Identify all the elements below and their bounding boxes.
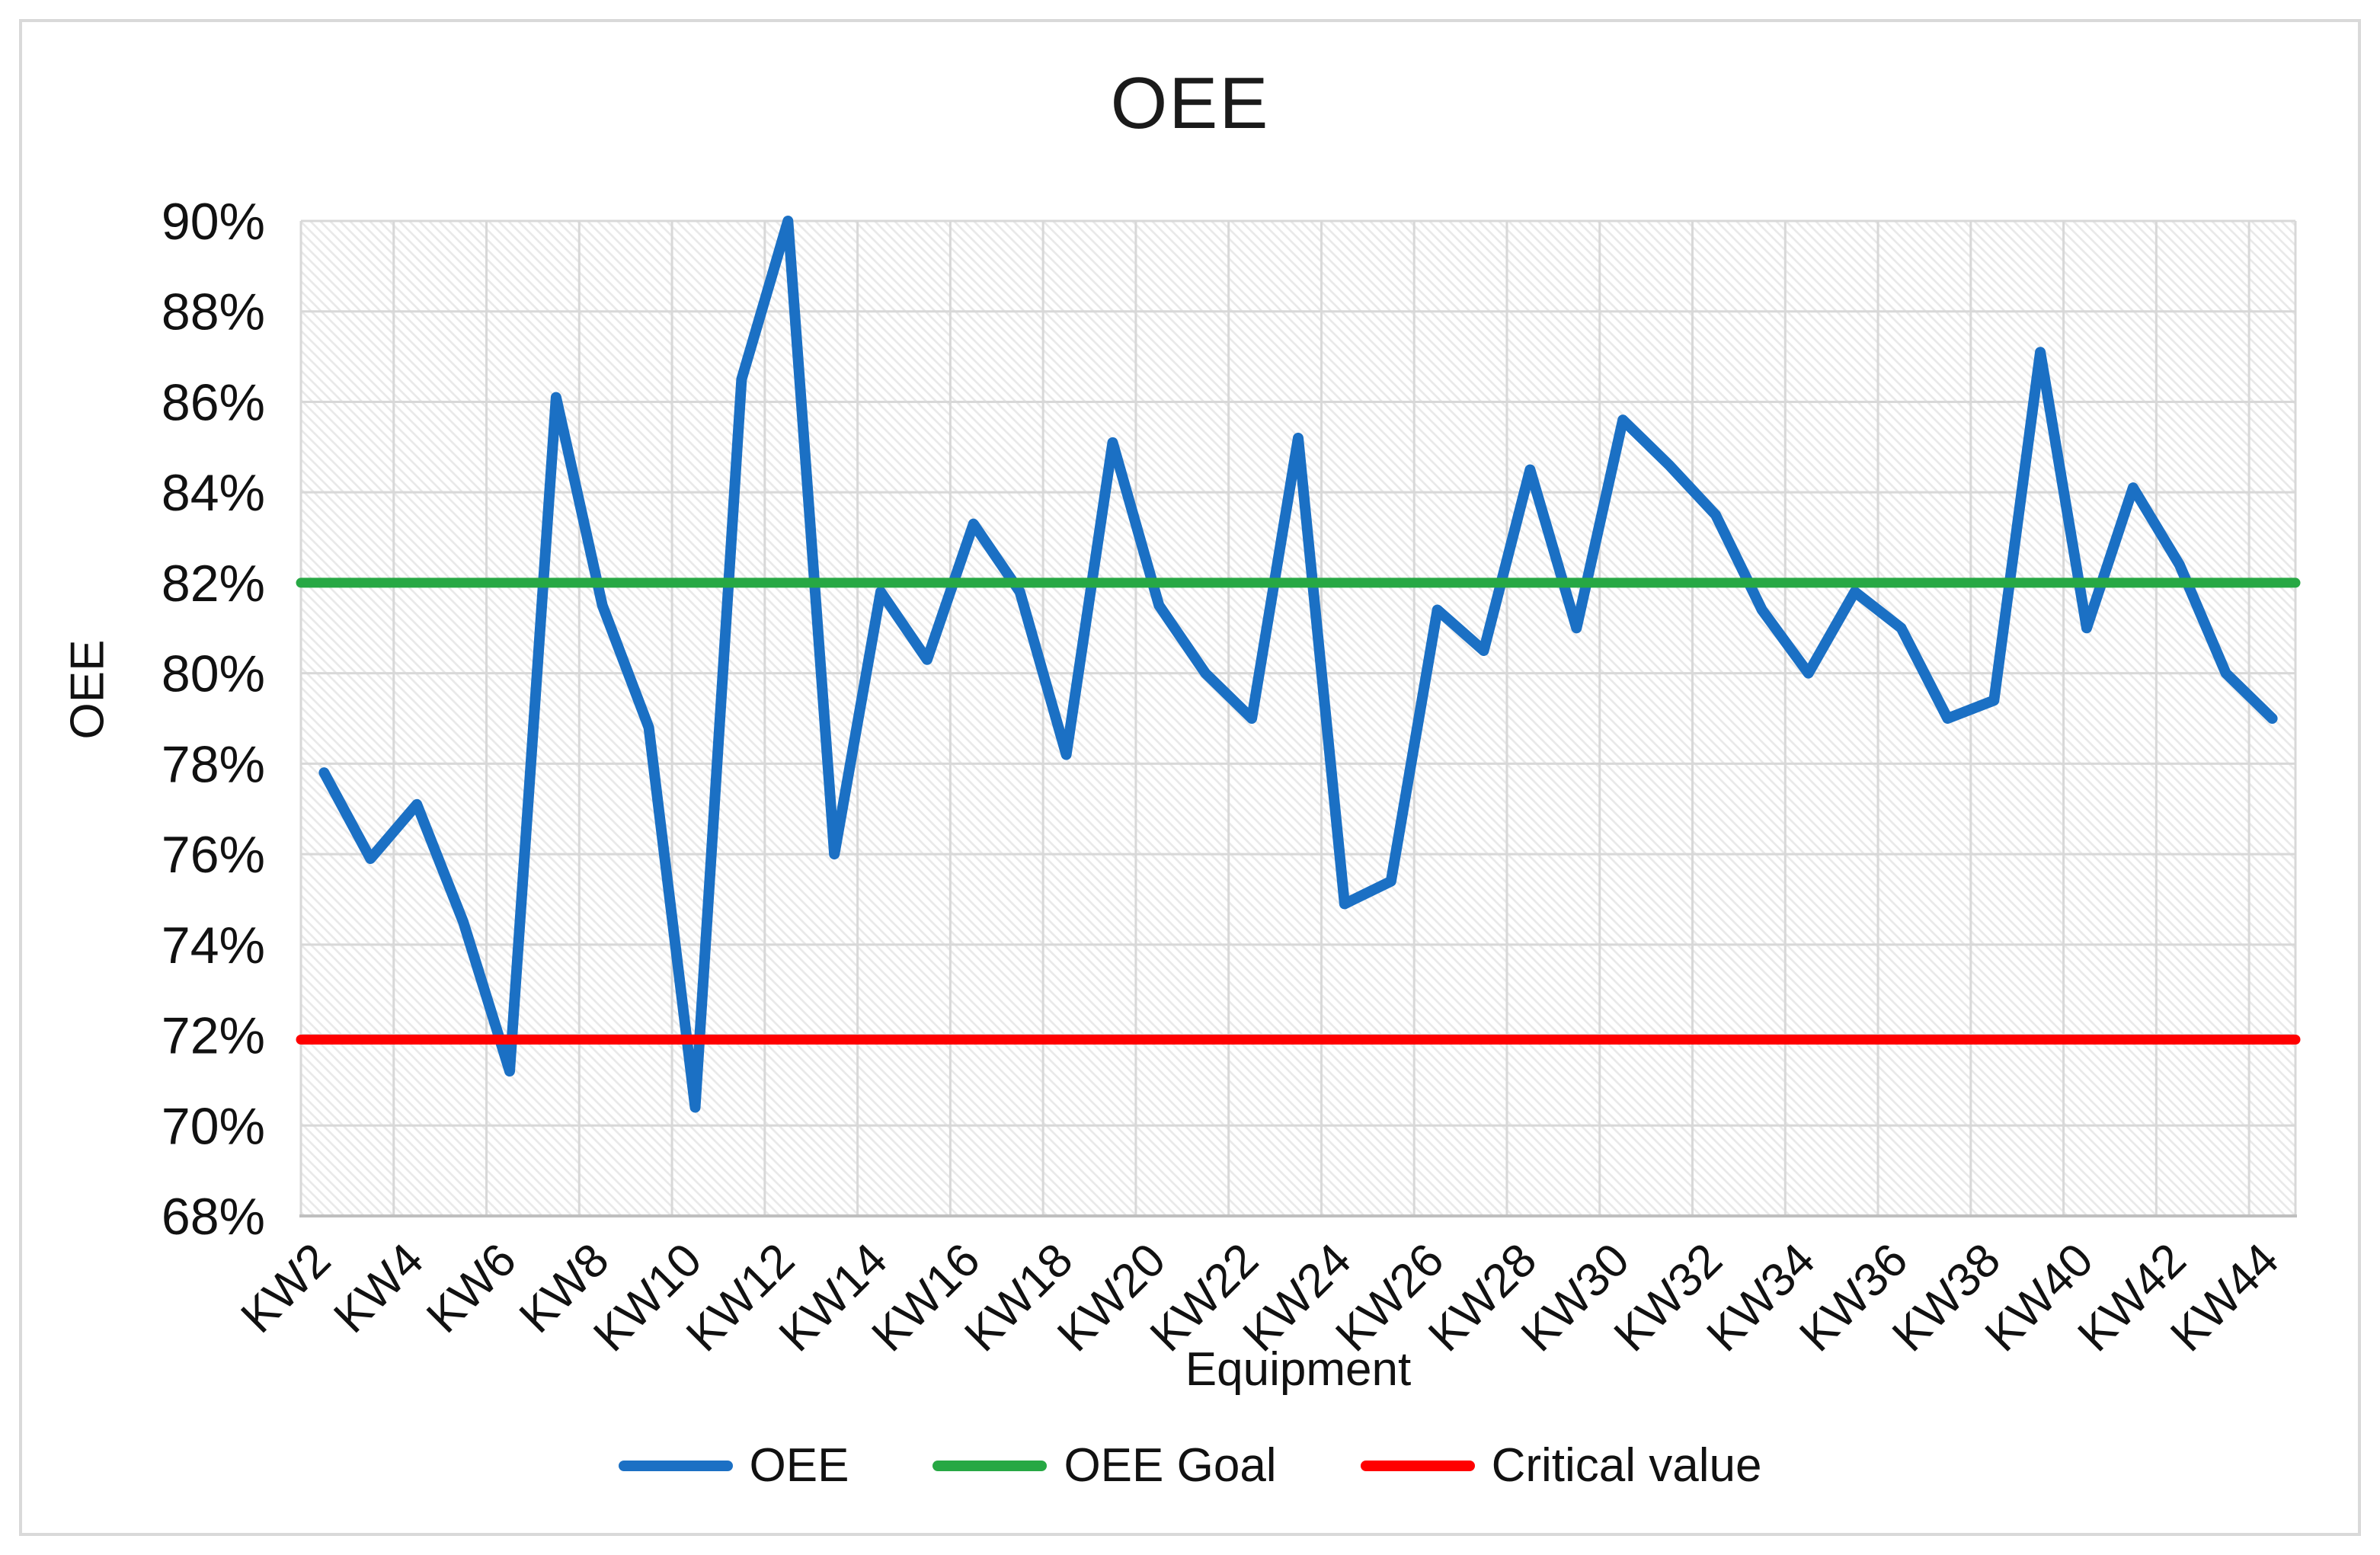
x-axis-title: Equipment — [1185, 1343, 1412, 1396]
x-tick-label: KW36 — [1790, 1233, 1918, 1361]
x-tick-label: KW30 — [1511, 1233, 1639, 1361]
y-tick-label: 78% — [162, 735, 265, 793]
legend-label-oee-goal: OEE Goal — [1064, 1439, 1277, 1492]
x-tick-label: KW10 — [584, 1233, 712, 1361]
x-tick-label: KW42 — [2068, 1233, 2196, 1361]
x-tick-label: KW4 — [324, 1233, 433, 1343]
y-tick-label: 82% — [162, 555, 265, 613]
critical-value-line-swatch-icon — [1360, 1460, 1475, 1471]
chart-title: OEE — [1110, 62, 1270, 144]
x-tick-label: KW14 — [769, 1233, 897, 1361]
x-tick-label: KW6 — [417, 1233, 526, 1343]
x-tick-label: KW38 — [1883, 1233, 2011, 1361]
x-tick-label: KW34 — [1697, 1233, 1825, 1361]
legend: OEE OEE Goal Critical value — [0, 1438, 2380, 1493]
legend-item-oee: OEE — [618, 1438, 849, 1493]
legend-item-oee-goal: OEE Goal — [932, 1438, 1277, 1493]
y-tick-label: 70% — [162, 1097, 265, 1155]
y-tick-label: 86% — [162, 373, 265, 431]
y-tick-label: 90% — [162, 193, 265, 251]
x-tick-label: KW2 — [232, 1233, 341, 1343]
x-tick-label: KW44 — [2161, 1233, 2289, 1361]
y-tick-label: 88% — [162, 283, 265, 341]
y-tick-label: 76% — [162, 826, 265, 884]
x-tick-label: KW18 — [955, 1233, 1083, 1361]
x-tick-label: KW28 — [1419, 1233, 1547, 1361]
y-tick-label: 80% — [162, 645, 265, 703]
y-tick-label: 68% — [162, 1188, 265, 1246]
oee-line-swatch-icon — [618, 1460, 733, 1471]
legend-item-critical-value: Critical value — [1360, 1438, 1762, 1493]
x-tick-label: KW20 — [1048, 1233, 1176, 1361]
legend-label-oee: OEE — [749, 1439, 849, 1492]
legend-label-critical-value: Critical value — [1491, 1439, 1762, 1492]
y-tick-label: 74% — [162, 917, 265, 974]
oee-goal-line-swatch-icon — [932, 1460, 1048, 1471]
y-tick-label: 72% — [162, 1007, 265, 1065]
x-tick-label: KW16 — [862, 1233, 990, 1361]
x-tick-label: KW32 — [1604, 1233, 1732, 1361]
x-tick-label: KW40 — [1975, 1233, 2103, 1361]
x-tick-label: KW12 — [677, 1233, 805, 1361]
y-tick-label: 84% — [162, 464, 265, 522]
